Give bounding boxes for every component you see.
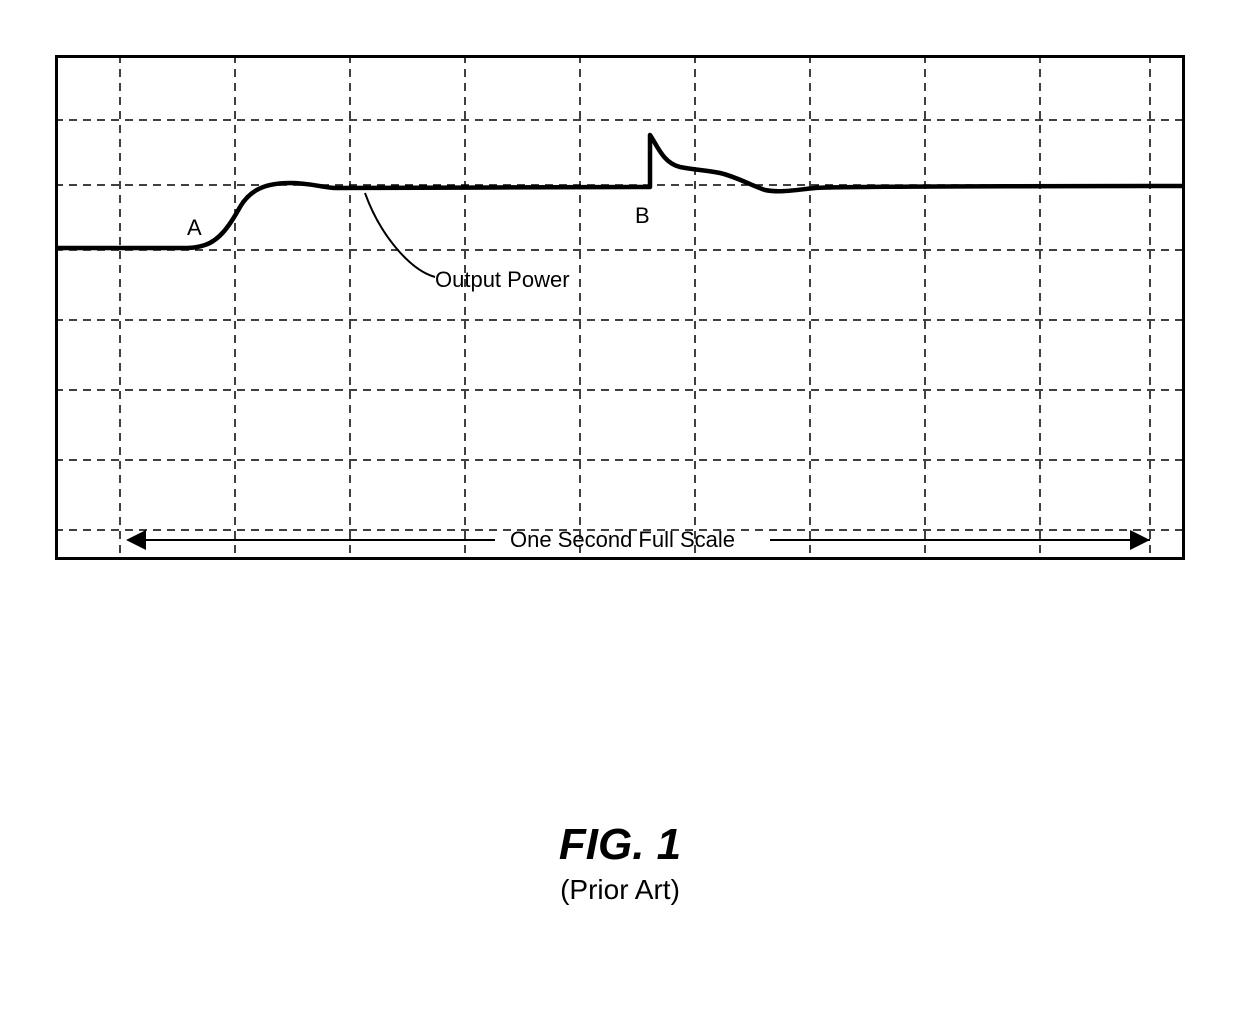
marker-a: A xyxy=(187,215,202,240)
figure-caption: FIG. 1 (Prior Art) xyxy=(0,820,1240,906)
oscilloscope-chart: Output Power A B One Second Full Scale xyxy=(55,55,1185,560)
figure-title: FIG. 1 xyxy=(0,820,1240,870)
marker-b: B xyxy=(635,203,650,228)
output-power-label: Output Power xyxy=(435,267,570,292)
chart-background xyxy=(55,55,1185,560)
full-scale-label: One Second Full Scale xyxy=(510,527,735,552)
figure-subtitle: (Prior Art) xyxy=(0,874,1240,906)
